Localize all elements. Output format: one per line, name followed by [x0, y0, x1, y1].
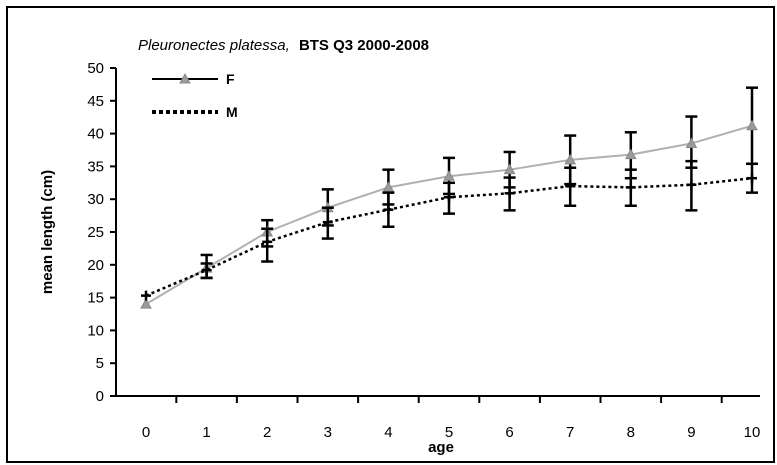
x-tick-label: 4	[384, 424, 392, 441]
point-M	[747, 173, 757, 184]
chart-title: Pleuronectes platessa, BTS Q3 2000-2008	[138, 37, 429, 54]
legend-item-F: F	[152, 71, 235, 87]
point-F	[503, 163, 516, 175]
series-M	[141, 159, 758, 301]
y-tick-label: 5	[96, 355, 104, 372]
x-tick-label: 9	[687, 424, 695, 441]
point-M	[201, 265, 212, 276]
point-F	[746, 119, 758, 131]
legend-label: M	[226, 104, 238, 120]
x-tick-label: 3	[324, 424, 332, 441]
series-layer	[140, 86, 758, 309]
y-tick-label: 25	[87, 224, 104, 241]
axes	[115, 68, 760, 397]
y-tick-label: 0	[96, 388, 104, 405]
y-axis-title: mean length (cm)	[39, 170, 56, 294]
x-tick-label: 0	[142, 424, 150, 441]
point-F	[140, 298, 152, 309]
title-species: Pleuronectes platessa,	[138, 37, 290, 54]
point-M	[444, 192, 454, 203]
title-survey: BTS Q3 2000-2008	[299, 37, 429, 54]
x-tick-label: 6	[505, 424, 513, 441]
y-tick-label: 30	[87, 191, 104, 208]
x-tick-label: 8	[627, 424, 635, 441]
point-F	[624, 148, 637, 160]
chart-frame	[6, 6, 775, 463]
legend: FM	[152, 71, 238, 120]
x-tick-label: 1	[202, 424, 210, 441]
y-tick-label: 20	[87, 257, 104, 274]
legend-label: F	[226, 71, 235, 87]
point-M	[141, 290, 151, 301]
y-tick-label: 50	[87, 60, 104, 77]
x-tick-label: 10	[744, 424, 761, 441]
point-F	[685, 137, 698, 148]
y-tick-label: 10	[87, 322, 104, 339]
y-tick-label: 40	[87, 126, 104, 143]
y-axis-ticks: 0 5 10 15 20 25 30 35 40 45 50	[87, 60, 116, 405]
point-M	[565, 181, 576, 192]
point-M	[322, 217, 333, 228]
x-tick-label: 2	[263, 424, 271, 441]
legend-item-M: M	[152, 104, 238, 120]
x-tick-label: 7	[566, 424, 574, 441]
point-F	[564, 153, 577, 165]
x-axis-ticks: 0 1 2 3 4 5 6 7 8 9 10	[142, 396, 761, 441]
legend-marker	[179, 72, 191, 84]
point-M	[686, 179, 697, 190]
x-tick-label: 5	[445, 424, 453, 441]
point-F	[443, 170, 455, 181]
point-M	[504, 188, 515, 199]
series-line-F	[145, 124, 753, 306]
point-M	[383, 204, 394, 215]
y-tick-label: 35	[87, 158, 104, 175]
y-tick-label: 15	[87, 290, 104, 307]
point-M	[625, 182, 636, 193]
y-tick-label: 45	[87, 93, 104, 110]
point-M	[262, 236, 273, 247]
x-axis-title: age	[428, 439, 454, 456]
